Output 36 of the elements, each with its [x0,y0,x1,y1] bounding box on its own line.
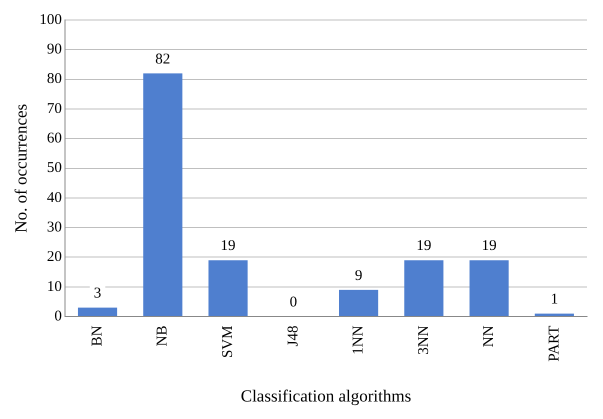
bar [339,290,378,316]
y-tick-label: 90 [46,42,62,58]
bar [534,314,574,316]
x-tick-label: NN [481,325,498,348]
y-tick-label: 40 [46,190,62,206]
data-label: 0 [290,294,298,310]
x-tick-label: BN [89,325,106,346]
y-tick-label: 100 [39,12,62,28]
x-tick-label: PART [546,326,562,362]
y-tick-label: 10 [46,278,62,295]
x-axis-title: Classification algorithms [240,386,412,406]
y-tick-label: 0 [54,308,62,324]
y-tick-label: 60 [46,130,62,147]
data-label: 19 [220,238,236,254]
data-label: 19 [482,238,497,254]
bar [404,260,444,316]
bar [78,308,118,316]
data-label: 1 [550,292,558,308]
data-label: 9 [354,268,362,284]
y-tick-label: 50 [46,160,62,176]
y-tick-label: 70 [46,100,62,117]
x-tick-label: J48 [285,326,302,346]
x-tick-label: 3NN [416,325,432,355]
y-tick-label: 20 [46,249,62,266]
data-label: 3 [94,286,102,302]
bar [208,260,248,316]
y-tick-label: 30 [46,220,62,236]
bar [143,73,182,316]
x-tick-label: 1NN [350,325,367,355]
data-label: 19 [416,238,432,254]
x-tick-label: NB [154,326,171,346]
x-tick-label: SVM [220,326,236,358]
data-label: 82 [155,51,170,68]
y-axis-title: No. of occurrences [12,104,31,233]
bar [470,260,509,316]
y-tick-label: 80 [46,71,62,88]
